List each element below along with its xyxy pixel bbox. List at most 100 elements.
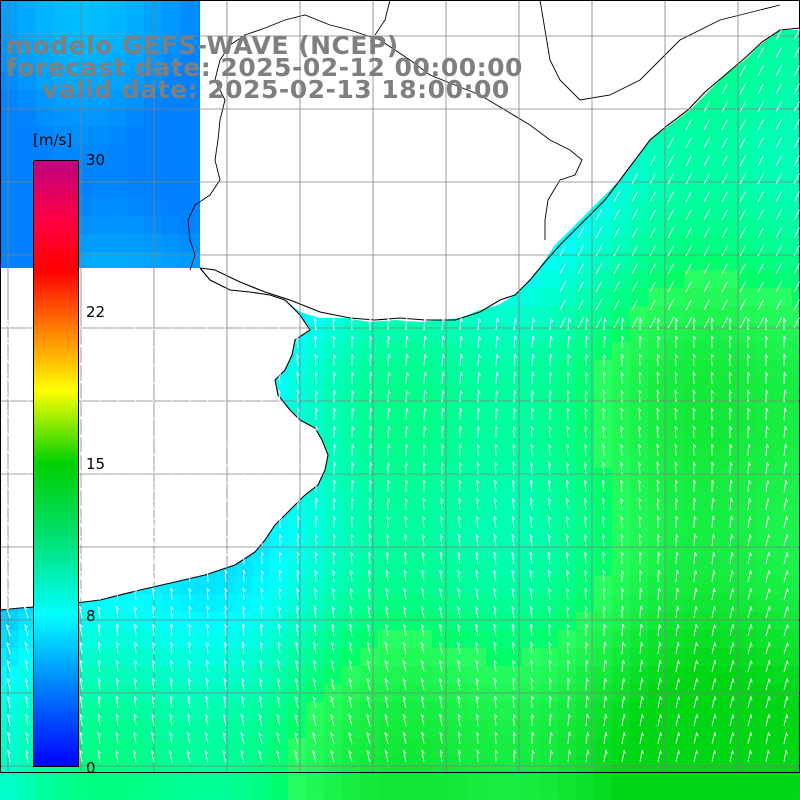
- field-cell: [504, 558, 522, 576]
- field-cell: [666, 576, 684, 594]
- field-cell: [144, 90, 162, 108]
- wind-arrow-head: [368, 533, 372, 538]
- field-cell: [126, 234, 144, 252]
- wind-arrow-head: [568, 317, 571, 322]
- field-cell: [666, 270, 684, 288]
- field-cell: [486, 360, 504, 378]
- wind-arrow: [278, 372, 281, 385]
- field-cell: [90, 198, 108, 216]
- wind-arrow: [169, 480, 173, 493]
- wind-arrow-head: [149, 390, 154, 394]
- field-cell: [558, 378, 576, 396]
- wind-arrow-head: [584, 551, 588, 556]
- wind-arrow-head: [441, 443, 445, 448]
- field-cell: [378, 666, 396, 684]
- field-cell: [540, 504, 558, 522]
- field-cell: [306, 792, 324, 800]
- wind-arrow-head: [405, 425, 409, 430]
- wind-arrow-head: [258, 318, 263, 322]
- field-cell: [666, 306, 684, 324]
- wind-arrow-head: [530, 479, 534, 484]
- field-cell: [756, 414, 774, 432]
- wind-arrow-head: [476, 497, 480, 502]
- field-cell: [90, 18, 108, 36]
- field-cell: [702, 252, 720, 270]
- field-cell: [666, 504, 684, 522]
- wind-arrow: [549, 731, 552, 745]
- field-cell: [630, 576, 648, 594]
- field-cell: [0, 774, 18, 792]
- wind-arrow: [638, 515, 641, 529]
- field-cell: [684, 162, 702, 180]
- field-cell: [612, 738, 630, 756]
- wind-arrow: [692, 425, 695, 439]
- wind-arrow-head: [297, 533, 300, 538]
- field-cell: [162, 738, 180, 756]
- wind-arrow: [656, 461, 659, 475]
- field-cell: [324, 504, 342, 522]
- field-cell: [432, 396, 450, 414]
- field-cell: [630, 432, 648, 450]
- field-cell: [324, 792, 342, 800]
- wind-arrow: [314, 569, 317, 583]
- wind-arrow-head: [23, 570, 28, 574]
- field-cell: [450, 792, 468, 800]
- field-cell: [684, 216, 702, 234]
- field-cell: [576, 306, 594, 324]
- field-cell: [684, 198, 702, 216]
- field-cell: [450, 558, 468, 576]
- field-cell: [450, 324, 468, 342]
- field-cell: [180, 792, 198, 800]
- field-cell: [576, 468, 594, 486]
- wind-arrow: [387, 497, 389, 511]
- field-cell: [612, 342, 630, 360]
- field-cell: [414, 324, 432, 342]
- wind-arrow-head: [584, 497, 588, 502]
- field-cell: [486, 756, 504, 774]
- field-cell: [756, 144, 774, 162]
- wind-arrow: [747, 443, 749, 457]
- field-cell: [54, 108, 72, 126]
- field-cell: [396, 468, 414, 486]
- field-cell: [504, 738, 522, 756]
- field-cell: [270, 666, 288, 684]
- wind-arrow: [4, 391, 11, 403]
- wind-arrow-head: [638, 407, 642, 412]
- wind-arrow-head: [656, 479, 660, 484]
- field-cell: [792, 360, 800, 378]
- field-cell: [108, 612, 126, 630]
- field-cell: [684, 414, 702, 432]
- field-cell: [180, 666, 198, 684]
- wind-arrow-head: [170, 533, 174, 538]
- wind-arrow-head: [223, 425, 227, 430]
- wind-arrow-head: [22, 480, 27, 484]
- wind-arrow-head: [114, 516, 119, 520]
- wind-arrow: [620, 551, 623, 565]
- field-cell: [252, 648, 270, 666]
- wind-arrow-head: [496, 317, 500, 322]
- wind-arrow-head: [767, 516, 770, 521]
- wind-arrow: [386, 552, 389, 565]
- wind-arrow-head: [113, 444, 118, 448]
- wind-arrow: [674, 371, 677, 385]
- wind-arrow: [204, 390, 209, 403]
- field-cell: [684, 630, 702, 648]
- field-cell: [144, 180, 162, 198]
- field-cell: [36, 18, 54, 36]
- wind-arrow: [4, 409, 11, 421]
- wind-arrow-head: [730, 497, 734, 502]
- field-cell: [774, 270, 792, 288]
- wind-arrow-head: [170, 551, 174, 556]
- wind-arrow: [692, 443, 695, 457]
- field-cell: [738, 450, 756, 468]
- field-cell: [162, 630, 180, 648]
- field-cell: [0, 630, 18, 648]
- wind-arrow-head: [114, 533, 119, 538]
- field-cell: [612, 594, 630, 612]
- wind-arrow: [112, 336, 119, 349]
- wind-arrow-head: [369, 353, 373, 358]
- field-cell: [288, 594, 306, 612]
- wind-arrow: [94, 372, 101, 385]
- field-cell: [648, 396, 666, 414]
